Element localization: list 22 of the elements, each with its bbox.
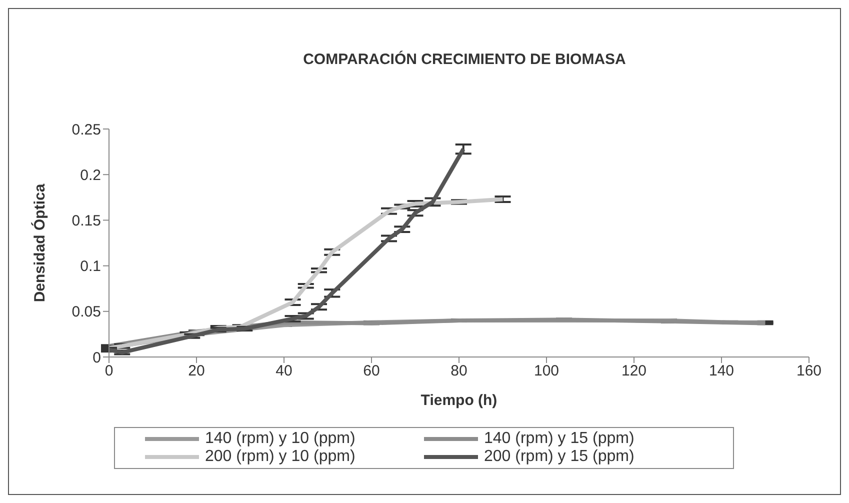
x-tick-label: 60 xyxy=(363,362,380,380)
x-tick-label: 140 xyxy=(708,362,734,380)
x-tick-label: 120 xyxy=(621,362,647,380)
x-tick-label: 0 xyxy=(104,362,114,380)
x-tick-label: 20 xyxy=(188,362,205,380)
x-tick-label: 100 xyxy=(534,362,560,380)
y-tick-label: 0.25 xyxy=(72,121,101,138)
y-tick-label: 0.1 xyxy=(80,258,101,276)
y-axis-title: Densidad Óptica xyxy=(30,183,48,302)
legend-label: 200 (rpm) y 15 (ppm) xyxy=(484,448,634,466)
legend-label: 140 (rpm) y 15 (ppm) xyxy=(484,430,634,448)
x-axis-title: Tiempo (h) xyxy=(420,392,498,409)
chart-title: COMPARACIÓN CRECIMIENTO DE BIOMASA xyxy=(302,51,627,68)
y-tick-label: 0.15 xyxy=(72,212,101,230)
legend-label: 200 (rpm) y 10 (ppm) xyxy=(205,448,356,466)
y-tick-label: 0.05 xyxy=(72,304,101,321)
x-tick-label: 160 xyxy=(796,362,822,380)
x-tick-label: 80 xyxy=(450,362,468,380)
y-tick-label: 0.2 xyxy=(80,166,101,184)
legend-label: 140 (rpm) y 10 (ppm) xyxy=(205,430,356,448)
y-tick-label: 0 xyxy=(92,349,101,366)
x-tick-label: 40 xyxy=(276,362,292,380)
